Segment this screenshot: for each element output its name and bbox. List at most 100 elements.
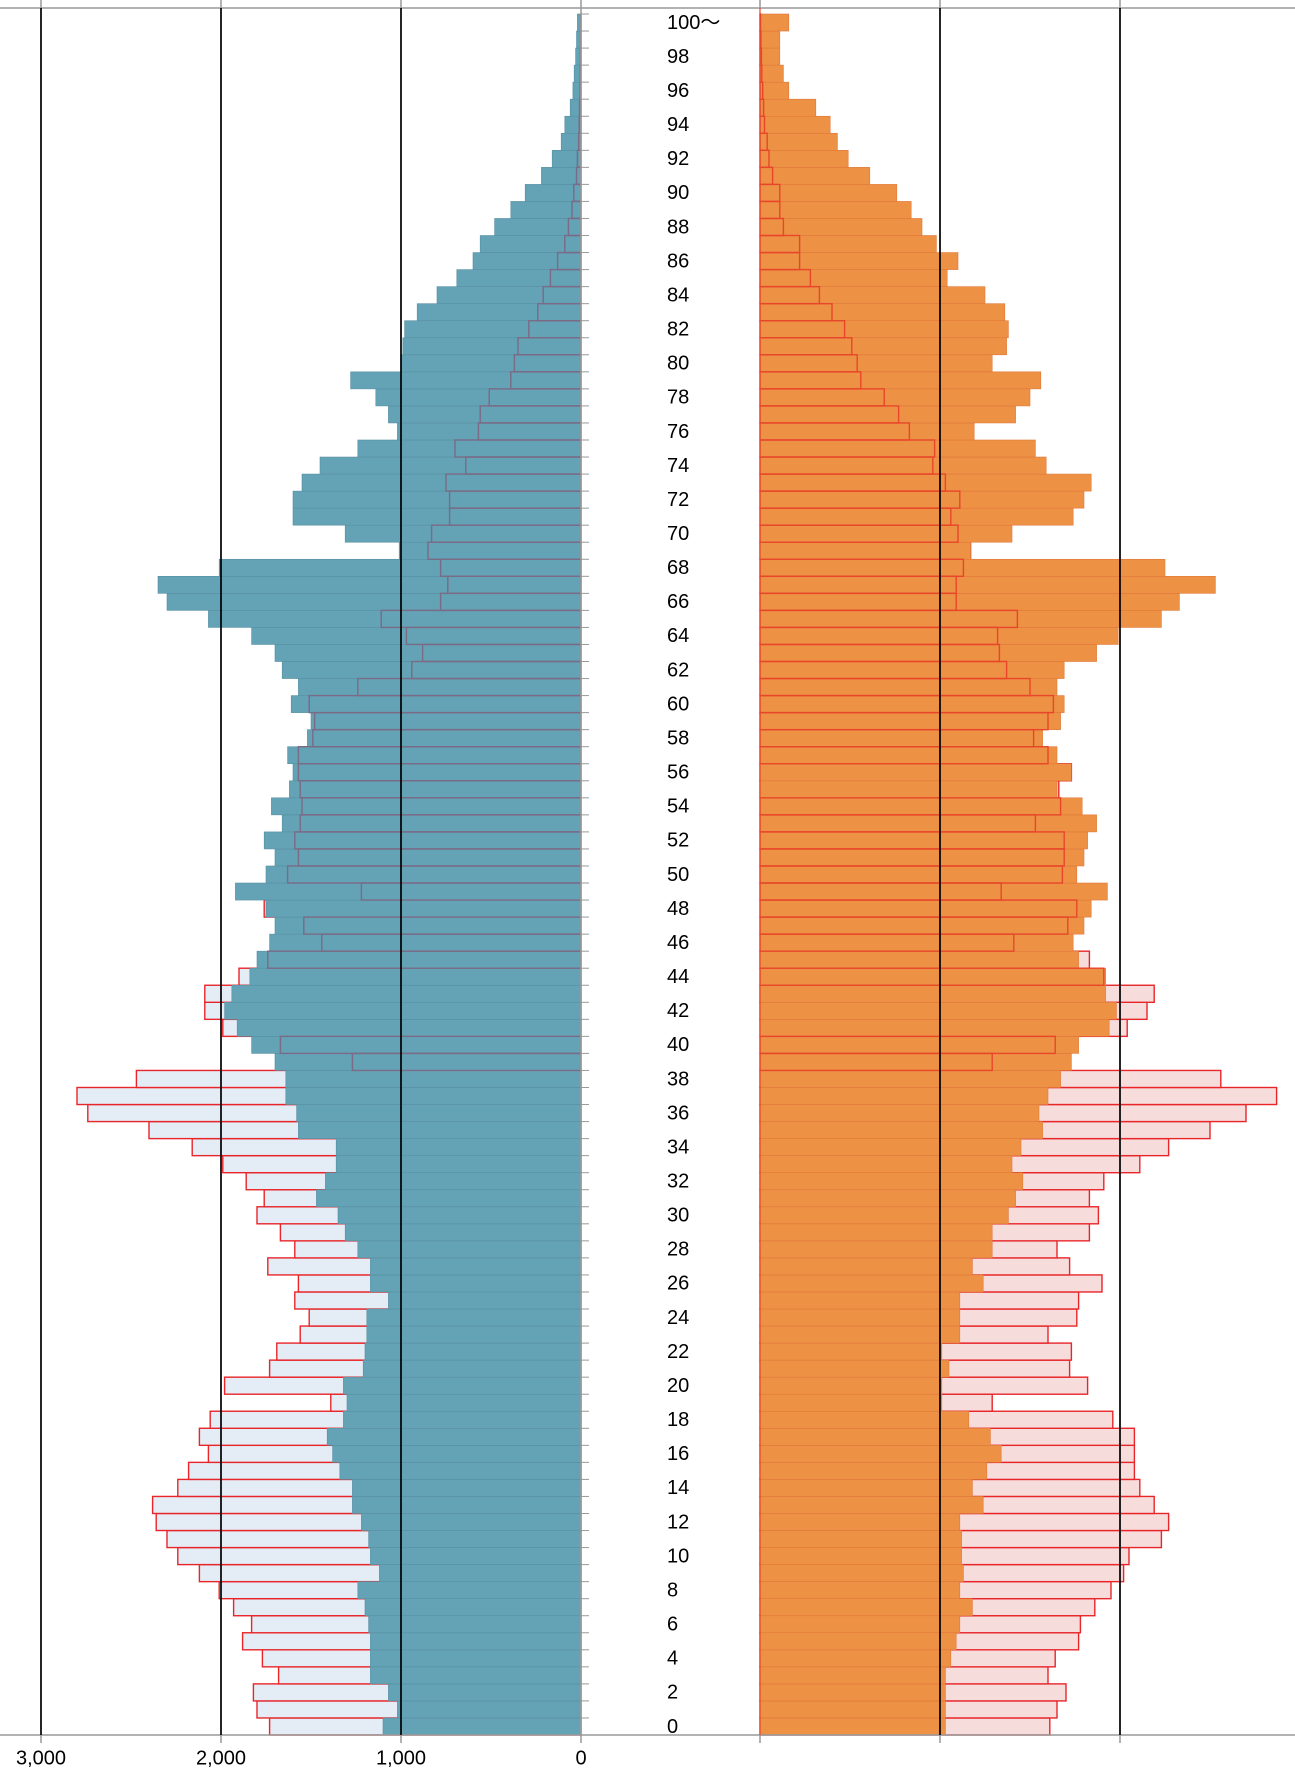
bar: [388, 1291, 582, 1310]
bar: [344, 524, 582, 543]
bar: [307, 729, 582, 748]
bar: [759, 1445, 1002, 1463]
bar: [249, 967, 582, 986]
bar: [759, 1547, 962, 1565]
bar: [759, 1291, 961, 1310]
bar: [759, 235, 937, 253]
bar: [325, 1172, 582, 1191]
bar: [416, 303, 582, 322]
age-label: 50: [667, 864, 689, 886]
bar: [759, 644, 1097, 662]
bar: [357, 439, 582, 458]
bar: [759, 1513, 961, 1531]
bar: [274, 916, 582, 935]
age-label: 82: [667, 319, 689, 341]
bar: [319, 456, 582, 475]
bar: [759, 593, 1180, 611]
age-label: 18: [667, 1409, 689, 1431]
bar: [759, 984, 1106, 1003]
bar: [759, 1581, 961, 1599]
bar: [759, 1683, 946, 1702]
bar: [388, 405, 582, 424]
bar: [759, 848, 1085, 867]
bar: [759, 422, 975, 441]
bar: [759, 1274, 984, 1293]
bar: [759, 661, 1065, 679]
bar: [382, 1717, 582, 1736]
age-label: 26: [667, 1273, 689, 1295]
bar: [287, 746, 582, 765]
bar: [759, 1615, 961, 1634]
bar: [541, 167, 582, 185]
bar: [759, 1001, 1117, 1020]
x-tick-label: 1,000: [376, 1747, 426, 1769]
bar: [281, 814, 582, 833]
bar: [759, 1104, 1040, 1122]
bar: [759, 899, 1092, 918]
age-label: 52: [667, 830, 689, 852]
bar: [759, 1427, 991, 1446]
bar: [759, 98, 817, 117]
bar: [296, 1104, 582, 1122]
bar: [397, 422, 582, 441]
age-label: 34: [667, 1136, 689, 1158]
age-label: 68: [667, 557, 689, 579]
bar: [379, 1564, 582, 1582]
bar: [759, 64, 784, 83]
bar: [269, 933, 582, 952]
x-tick-label: 2,000: [196, 1747, 246, 1769]
age-label: 66: [667, 591, 689, 613]
bar: [357, 1240, 582, 1259]
bar: [759, 1325, 961, 1344]
bar: [301, 473, 582, 492]
bar: [759, 1087, 1049, 1105]
bar: [402, 337, 582, 356]
bar: [361, 1513, 582, 1531]
bar: [759, 507, 1074, 526]
bar: [759, 814, 1097, 833]
bar: [316, 1189, 582, 1208]
bar: [759, 1376, 943, 1395]
bar: [759, 1155, 1013, 1173]
age-label: 54: [667, 796, 689, 818]
bar: [235, 882, 582, 901]
bar: [292, 507, 582, 526]
bar: [759, 1649, 952, 1668]
bar: [759, 1138, 1022, 1156]
age-label: 32: [667, 1170, 689, 1192]
bar: [759, 47, 781, 66]
age-label: 90: [667, 182, 689, 204]
age-label: 40: [667, 1034, 689, 1056]
bar: [759, 1240, 993, 1259]
bar: [289, 780, 582, 799]
bar: [166, 593, 582, 611]
age-label: 94: [667, 114, 689, 136]
age-label: 84: [667, 284, 689, 306]
age-label: 100～: [667, 12, 720, 34]
bar: [274, 848, 582, 867]
bar: [759, 1070, 1061, 1088]
bar: [759, 524, 1013, 543]
bar: [759, 1019, 1110, 1037]
bar: [362, 1359, 582, 1378]
bar: [290, 695, 582, 713]
bar: [759, 746, 1058, 765]
mid-layer: [157, 13, 1216, 1736]
bar: [759, 269, 948, 287]
bar: [335, 1155, 582, 1173]
age-label: 92: [667, 148, 689, 170]
age-label: 24: [667, 1307, 689, 1329]
bar: [759, 967, 1106, 986]
bar: [759, 610, 1162, 628]
bar: [759, 797, 1083, 816]
bar: [759, 1496, 984, 1514]
bar: [759, 286, 986, 304]
bar: [759, 1632, 957, 1651]
age-label: 56: [667, 762, 689, 784]
age-label: 48: [667, 898, 689, 920]
bar: [759, 695, 1065, 713]
bar: [298, 1121, 582, 1139]
age-label: 46: [667, 932, 689, 954]
age-label: 38: [667, 1068, 689, 1090]
